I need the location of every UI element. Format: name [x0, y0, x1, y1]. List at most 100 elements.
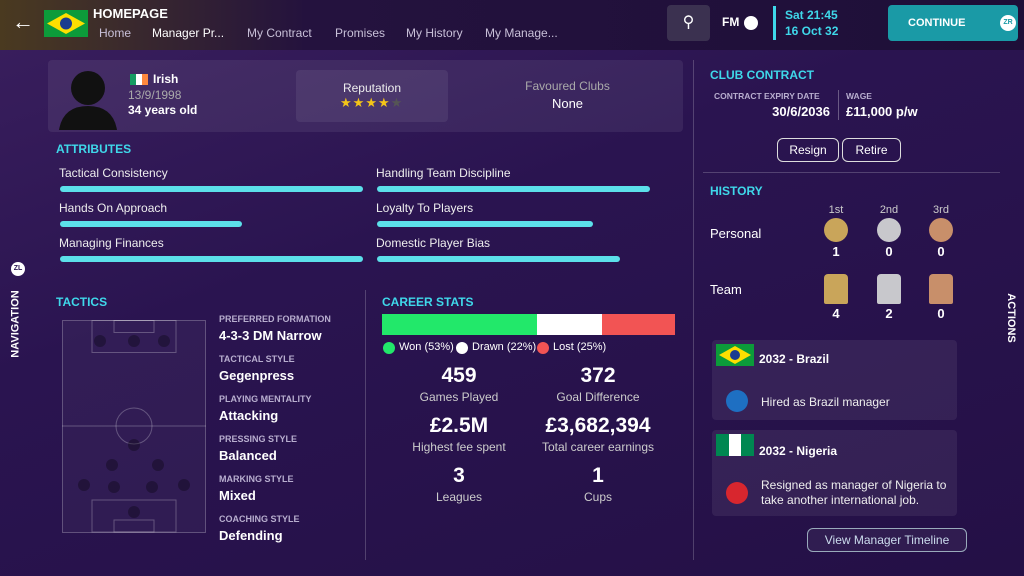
- expiry-value: 30/6/2036: [772, 104, 830, 119]
- tactic-value: Attacking: [219, 408, 279, 423]
- star: ★: [340, 95, 353, 110]
- tactic-label: PRESSING STYLE: [219, 434, 298, 444]
- minus-icon[interactable]: [744, 16, 758, 30]
- column-head: 1st: [828, 204, 844, 216]
- column-head: 2nd: [879, 204, 899, 216]
- stat-value: 1: [592, 464, 604, 487]
- legend-dot: [383, 342, 395, 354]
- section-title: CLUB CONTRACT: [710, 68, 814, 82]
- section-title: CAREER STATS: [382, 295, 474, 309]
- entry-title: 2032 - Brazil: [759, 352, 830, 366]
- attribute-bar: [377, 221, 593, 227]
- attribute-name: Domestic Player Bias: [376, 236, 491, 250]
- entry-text: Hired as Brazil manager: [761, 395, 890, 409]
- search-button[interactable]: ⚲: [667, 5, 710, 41]
- age: 34 years old: [128, 103, 198, 117]
- divider: [693, 60, 694, 560]
- retire-button[interactable]: Retire: [842, 138, 901, 162]
- attribute-bar: [60, 256, 363, 262]
- wage-value: £11,000 p/w: [846, 104, 918, 119]
- legend-dot: [456, 342, 468, 354]
- stat-label: Cups: [583, 490, 612, 504]
- date: 16 Oct 32: [785, 24, 839, 38]
- legend-label: Lost (25%): [553, 341, 607, 353]
- star: ★: [390, 95, 404, 110]
- legend-label: Won (53%): [399, 341, 454, 353]
- trophy: [877, 274, 901, 304]
- medal: [929, 218, 953, 242]
- tab[interactable]: My History: [406, 26, 463, 40]
- tab[interactable]: Home: [99, 26, 132, 40]
- entry-text: Resigned as manager of Nigeria to take a…: [761, 478, 947, 507]
- actions-label[interactable]: ACTIONS: [1004, 293, 1017, 343]
- stat-label: Leagues: [435, 490, 483, 504]
- legend-dot: [537, 342, 549, 354]
- reputation-box: [296, 70, 448, 122]
- reputation-stars: ★★★★★: [340, 95, 403, 111]
- tab[interactable]: My Contract: [247, 26, 312, 40]
- stat-value: 3: [453, 464, 465, 487]
- stat-value: 459: [441, 364, 477, 387]
- navigation-label[interactable]: NAVIGATION: [9, 290, 22, 358]
- count: 0: [937, 244, 945, 259]
- tab[interactable]: Promises: [335, 26, 386, 40]
- continue-button[interactable]: [888, 5, 1018, 41]
- flag-brazil: [716, 344, 754, 366]
- star: ★: [365, 95, 378, 110]
- tactic-value: 4-3-3 DM Narrow: [219, 328, 322, 343]
- attribute-name: Handling Team Discipline: [376, 166, 511, 180]
- count: 2: [885, 306, 893, 321]
- column-head: 3rd: [933, 204, 949, 216]
- stat-label: Games Played: [419, 390, 499, 404]
- resign-button[interactable]: Resign: [777, 138, 839, 162]
- date-accent: [773, 6, 776, 40]
- wage-label: WAGE: [846, 91, 872, 101]
- flag-ireland: [130, 74, 148, 85]
- continue-label: CONTINUE: [908, 17, 966, 29]
- divider: [703, 172, 1000, 173]
- nationality: Irish: [153, 72, 179, 86]
- date-of-birth: 13/9/1998: [128, 88, 182, 102]
- attribute-name: Managing Finances: [59, 236, 164, 250]
- navigation-key: ZL: [11, 262, 25, 276]
- favoured-label: Favoured Clubs: [525, 79, 610, 93]
- stat-value: 372: [580, 364, 616, 387]
- section-title: TACTICS: [56, 295, 108, 309]
- logo: FM: [722, 15, 740, 29]
- count: 0: [885, 244, 893, 259]
- attribute-name: Hands On Approach: [59, 201, 168, 215]
- expiry-label: CONTRACT EXPIRY DATE: [714, 91, 820, 101]
- tactic-label: MARKING STYLE: [219, 474, 294, 484]
- result-segment: [601, 314, 675, 335]
- back-button[interactable]: ←: [12, 9, 34, 34]
- entry-icon: [726, 390, 748, 412]
- stat-value: £3,682,394: [545, 414, 651, 437]
- tactic-value: Defending: [219, 528, 283, 543]
- flag-nigeria: [716, 434, 754, 456]
- attribute-bar: [60, 186, 363, 192]
- stat-value: £2.5M: [429, 414, 489, 437]
- entry-icon: [726, 482, 748, 504]
- tactic-label: PLAYING MENTALITY: [219, 394, 312, 404]
- avatar: [59, 71, 117, 130]
- trophy: [824, 274, 848, 304]
- page-title: HOMEPAGE: [93, 6, 168, 21]
- divider: [838, 90, 839, 120]
- profile-panel: [48, 60, 683, 132]
- continue-key: ZR: [1000, 15, 1016, 31]
- tactic-label: COACHING STYLE: [219, 514, 300, 524]
- result-segment: [537, 314, 602, 335]
- pitch: [62, 320, 206, 533]
- result-segment: [382, 314, 538, 335]
- row-label: Team: [710, 282, 742, 297]
- tab[interactable]: My Manage...: [485, 26, 558, 40]
- favoured-value: None: [551, 96, 584, 111]
- stat-label: Goal Difference: [556, 390, 640, 404]
- trophy: [929, 274, 953, 304]
- timeline-link[interactable]: View Manager Timeline: [807, 528, 967, 552]
- flag-brazil: [44, 10, 88, 37]
- tab[interactable]: Manager Pr...: [152, 26, 225, 40]
- count: 0: [937, 306, 945, 321]
- time: Sat 21:45: [785, 8, 838, 22]
- tactic-label: TACTICAL STYLE: [219, 354, 295, 364]
